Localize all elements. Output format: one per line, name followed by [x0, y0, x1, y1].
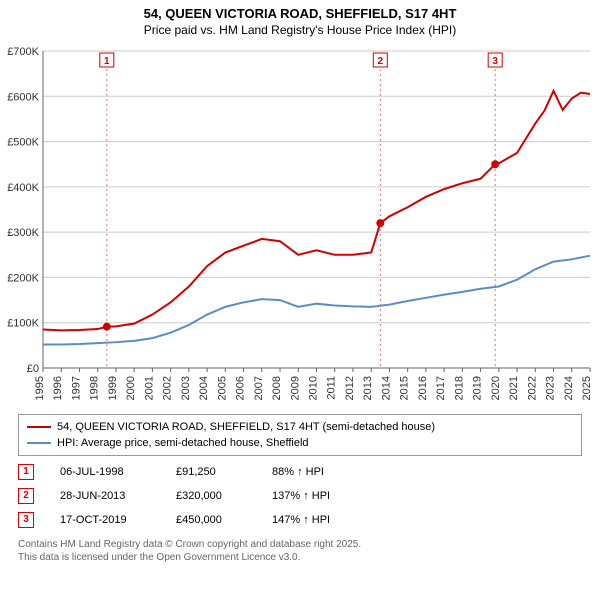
footer-line: This data is licensed under the Open Gov… [18, 551, 582, 564]
transaction-pct: 147% ↑ HPI [272, 514, 372, 526]
legend-label: HPI: Average price, semi-detached house,… [57, 437, 309, 449]
svg-text:£600K: £600K [7, 91, 39, 103]
transaction-price: £91,250 [176, 466, 246, 478]
marker-badge: 2 [18, 488, 34, 504]
svg-text:£300K: £300K [7, 227, 39, 239]
legend-label: 54, QUEEN VICTORIA ROAD, SHEFFIELD, S17 … [57, 421, 435, 433]
svg-text:1995: 1995 [34, 376, 46, 400]
svg-text:2003: 2003 [180, 376, 192, 400]
svg-text:2004: 2004 [198, 376, 210, 400]
svg-text:£200K: £200K [7, 272, 39, 284]
chart-title-line1: 54, QUEEN VICTORIA ROAD, SHEFFIELD, S17 … [0, 0, 600, 23]
footer-line: Contains HM Land Registry data © Crown c… [18, 538, 582, 551]
table-row: 2 28-JUN-2013 £320,000 137% ↑ HPI [18, 484, 582, 508]
svg-text:2005: 2005 [216, 376, 228, 400]
table-row: 3 17-OCT-2019 £450,000 147% ↑ HPI [18, 508, 582, 532]
svg-text:£400K: £400K [7, 182, 39, 194]
svg-text:1997: 1997 [70, 376, 82, 400]
svg-text:2000: 2000 [125, 376, 137, 400]
svg-text:2008: 2008 [271, 376, 283, 400]
marker-badge: 1 [18, 464, 34, 480]
legend: 54, QUEEN VICTORIA ROAD, SHEFFIELD, S17 … [18, 414, 582, 456]
legend-item: 54, QUEEN VICTORIA ROAD, SHEFFIELD, S17 … [27, 419, 573, 435]
svg-text:2016: 2016 [417, 376, 429, 400]
svg-text:2015: 2015 [399, 376, 411, 400]
legend-swatch [27, 426, 51, 428]
svg-text:2001: 2001 [143, 376, 155, 400]
svg-text:2022: 2022 [526, 376, 538, 400]
footer: Contains HM Land Registry data © Crown c… [18, 538, 582, 564]
svg-text:2020: 2020 [490, 376, 502, 400]
transaction-date: 28-JUN-2013 [60, 490, 150, 502]
svg-text:£700K: £700K [7, 46, 39, 58]
svg-text:2010: 2010 [308, 376, 320, 400]
marker-badge: 3 [18, 512, 34, 528]
transaction-pct: 88% ↑ HPI [272, 466, 372, 478]
svg-text:2009: 2009 [289, 376, 301, 400]
svg-text:2025: 2025 [581, 376, 593, 400]
svg-text:2021: 2021 [508, 376, 520, 400]
svg-text:2024: 2024 [563, 376, 575, 400]
legend-swatch [27, 442, 51, 444]
svg-text:1998: 1998 [89, 376, 101, 400]
legend-item: HPI: Average price, semi-detached house,… [27, 435, 573, 451]
svg-text:1999: 1999 [107, 376, 119, 400]
svg-text:2007: 2007 [253, 376, 265, 400]
table-row: 1 06-JUL-1998 £91,250 88% ↑ HPI [18, 460, 582, 484]
svg-text:2019: 2019 [472, 376, 484, 400]
svg-text:2013: 2013 [362, 376, 374, 400]
transaction-date: 06-JUL-1998 [60, 466, 150, 478]
transaction-price: £450,000 [176, 514, 246, 526]
svg-text:2018: 2018 [453, 376, 465, 400]
svg-text:3: 3 [492, 56, 498, 67]
svg-text:2017: 2017 [435, 376, 447, 400]
transactions-table: 1 06-JUL-1998 £91,250 88% ↑ HPI 2 28-JUN… [18, 460, 582, 532]
svg-text:2012: 2012 [344, 376, 356, 400]
svg-text:2006: 2006 [235, 376, 247, 400]
svg-text:2002: 2002 [162, 376, 174, 400]
transaction-pct: 137% ↑ HPI [272, 490, 372, 502]
svg-text:2011: 2011 [326, 376, 338, 400]
chart-title-line2: Price paid vs. HM Land Registry's House … [0, 23, 600, 43]
svg-text:2023: 2023 [545, 376, 557, 400]
svg-text:1: 1 [104, 56, 110, 67]
svg-text:2: 2 [378, 56, 384, 67]
chart: £0 £100K £200K £300K £400K £500K £600K £700K 199… [5, 43, 595, 408]
transaction-price: £320,000 [176, 490, 246, 502]
transaction-date: 17-OCT-2019 [60, 514, 150, 526]
svg-text:1996: 1996 [52, 376, 64, 400]
svg-text:£100K: £100K [7, 318, 39, 330]
svg-text:£500K: £500K [7, 136, 39, 148]
chart-svg: £0 £100K £200K £300K £400K £500K £600K £700K 199… [5, 43, 595, 408]
svg-text:2014: 2014 [380, 376, 392, 400]
svg-text:£0: £0 [27, 363, 39, 375]
